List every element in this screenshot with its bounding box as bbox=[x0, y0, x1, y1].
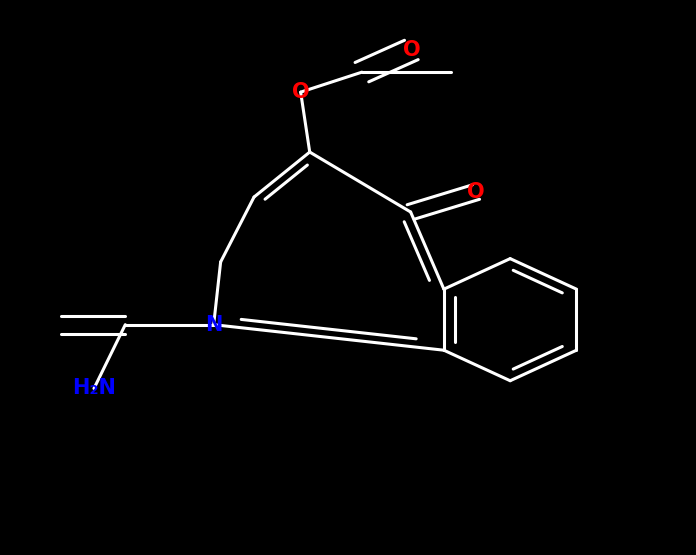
Text: H₂N: H₂N bbox=[72, 379, 116, 398]
Text: O: O bbox=[467, 182, 485, 202]
Text: N: N bbox=[205, 315, 222, 335]
Text: O: O bbox=[292, 82, 310, 102]
Text: O: O bbox=[402, 40, 420, 60]
